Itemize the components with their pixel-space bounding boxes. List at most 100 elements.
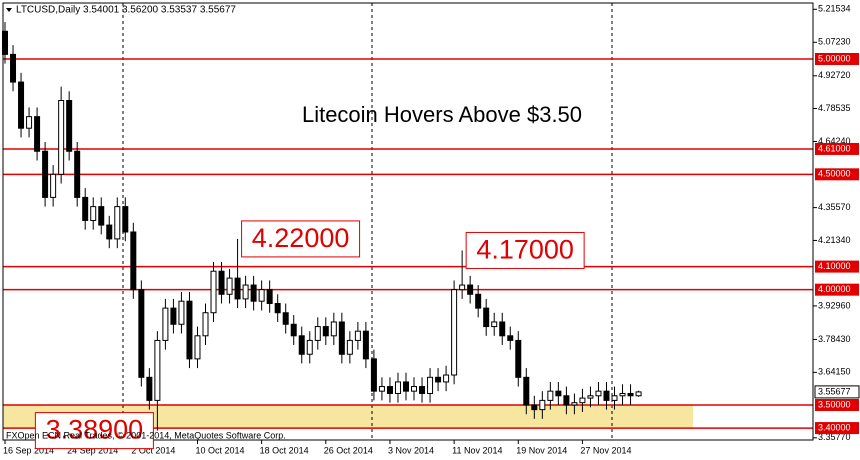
level-label-box xyxy=(815,168,859,181)
level-label-box xyxy=(815,422,859,435)
candle-body xyxy=(354,330,361,341)
candle-body xyxy=(627,392,634,397)
x-tick-label: 18 Oct 2014 xyxy=(260,445,309,455)
y-tick-label: 3.64150 xyxy=(818,367,851,377)
candle-body xyxy=(394,381,401,394)
candle-body xyxy=(603,390,610,401)
x-tick-label: 11 Nov 2014 xyxy=(452,445,502,455)
x-tick-label: 24 Sep 2014 xyxy=(67,445,118,455)
candle-body xyxy=(579,397,586,404)
candle-body xyxy=(50,173,57,198)
candle-body xyxy=(370,358,377,392)
x-tick-label: 3 Nov 2014 xyxy=(388,445,434,455)
price-label-box xyxy=(814,385,860,399)
candle-body xyxy=(290,323,297,337)
level-label: 4.61000 xyxy=(818,143,851,153)
candle-body xyxy=(274,303,281,314)
candle-body xyxy=(427,376,434,394)
candle-body xyxy=(162,307,169,341)
candle-body xyxy=(467,284,474,295)
candle-body xyxy=(483,307,490,328)
annotation-label: 4.22000 xyxy=(252,223,350,253)
candle-body xyxy=(194,335,201,360)
candle-body xyxy=(563,395,570,406)
candle-body xyxy=(130,231,137,291)
candle-body xyxy=(619,392,626,397)
chart-header: LTCUSD,Daily 3.54001 3.56200 3.53537 3.5… xyxy=(16,5,236,16)
candle-body xyxy=(226,277,233,295)
annotation-box xyxy=(34,412,154,450)
candle-body xyxy=(459,284,466,291)
candle-body xyxy=(523,376,530,406)
candle-body xyxy=(114,206,121,240)
candle-body xyxy=(122,206,129,233)
y-tick-label: 4.92720 xyxy=(818,70,851,80)
candle-body xyxy=(499,321,506,337)
candle-body xyxy=(451,289,458,376)
level-label-box xyxy=(815,283,859,296)
candle-body xyxy=(90,206,97,221)
x-tick-label: 2 Oct 2014 xyxy=(131,445,175,455)
plot-frame xyxy=(2,2,814,441)
candle-body xyxy=(411,386,418,392)
candle-body xyxy=(595,390,602,397)
candle-body xyxy=(202,312,209,337)
level-label-box xyxy=(815,260,859,273)
candle-body xyxy=(338,321,345,355)
candle-body xyxy=(34,116,41,152)
y-tick-label: 3.78430 xyxy=(818,334,851,344)
candle-body xyxy=(491,321,498,328)
chart-title: Litecoin Hovers Above $3.50 xyxy=(302,102,582,127)
candle-body xyxy=(531,404,538,411)
level-label: 4.00000 xyxy=(818,284,851,294)
x-tick-label: 16 Sep 2014 xyxy=(3,445,54,455)
candle-body xyxy=(82,196,89,221)
footer: FXOpen ECN Real Trades, © 2001-2014, Met… xyxy=(6,430,286,440)
candle-body xyxy=(346,339,353,355)
candle-body xyxy=(515,339,522,378)
candle-body xyxy=(571,402,578,406)
support-zone xyxy=(3,405,693,429)
candle-body xyxy=(74,150,81,198)
candle-body xyxy=(138,289,145,378)
candle-body xyxy=(555,390,562,397)
candle-body xyxy=(58,100,65,175)
y-tick-label: 3.35770 xyxy=(818,432,851,442)
menu-arrow xyxy=(6,8,12,12)
candle-body xyxy=(170,307,177,325)
x-tick-label: 19 Nov 2014 xyxy=(516,445,567,455)
candle-body xyxy=(242,284,249,300)
level-label: 4.10000 xyxy=(818,261,851,271)
candle-body xyxy=(154,339,161,401)
candle-body xyxy=(419,386,426,394)
candle-body xyxy=(218,270,225,295)
level-label: 3.50000 xyxy=(818,399,851,409)
candle-body xyxy=(10,53,17,83)
candle-body xyxy=(106,224,113,240)
candle-body xyxy=(234,277,241,300)
y-tick-label: 5.21534 xyxy=(818,4,851,14)
candle-body xyxy=(635,391,642,397)
candle-body xyxy=(266,289,273,305)
candle-body xyxy=(298,335,305,355)
candle-body xyxy=(443,374,450,383)
candle-body xyxy=(378,386,385,392)
candle-body xyxy=(330,321,337,337)
x-tick-label: 10 Oct 2014 xyxy=(195,445,244,455)
y-tick-label: 4.21340 xyxy=(818,235,851,245)
y-tick-label: 4.64240 xyxy=(818,136,851,146)
candle-body xyxy=(42,150,49,198)
candle-body xyxy=(98,206,105,226)
candle-body xyxy=(314,326,321,341)
candle-body xyxy=(282,312,289,325)
y-tick-label: 3.92960 xyxy=(818,300,851,310)
candle-body xyxy=(539,399,546,411)
candle-body xyxy=(402,381,409,392)
candle-body xyxy=(146,376,153,401)
candle-body xyxy=(587,395,594,399)
level-label-box xyxy=(815,52,859,65)
candle-body xyxy=(475,293,482,309)
level-label-box xyxy=(815,142,859,155)
candle-body xyxy=(210,270,217,314)
